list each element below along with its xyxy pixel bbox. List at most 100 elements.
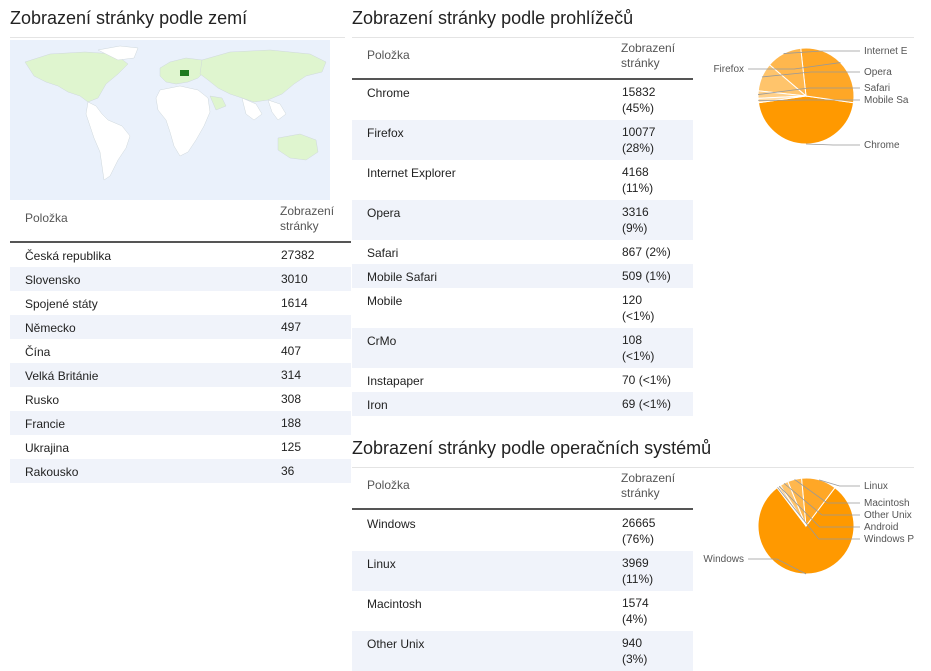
countries-header-line (10, 241, 351, 243)
browsers-table-row[interactable]: CrMo 108 (<1%) (352, 328, 693, 368)
os-pie-leader-line (819, 479, 860, 487)
browsers-row-name: Chrome (367, 86, 410, 100)
browsers-table-row[interactable]: Opera 3316 (9%) (352, 200, 693, 240)
os-pie-leader-line (783, 483, 860, 516)
browsers-table-row[interactable]: Instapaper 70 (<1%) (352, 368, 693, 392)
browsers-col-item[interactable]: Položka (367, 48, 410, 62)
browsers-row-views: 10077 (28%) (622, 124, 655, 156)
browsers-row-name: Iron (367, 398, 388, 412)
countries-table-row[interactable]: Francie 188 (10, 411, 351, 435)
countries-row-views: 27382 (281, 247, 314, 263)
countries-row-name: Francie (25, 417, 66, 431)
browsers-row-name: Firefox (367, 126, 404, 140)
os-table-row[interactable]: Windows 26665 (76%) (352, 511, 693, 551)
os-col-item[interactable]: Položka (367, 478, 410, 492)
browsers-row-views-pct: (<1%) (622, 349, 655, 363)
browsers-pie-label: Internet E (864, 46, 908, 57)
browsers-pie-leader-line (748, 62, 841, 70)
africa-shape (155, 85, 211, 157)
browsers-row-name: Opera (367, 206, 401, 220)
os-row-views-pct: (76%) (622, 532, 655, 546)
browsers-row-views-pct: (9%) (622, 221, 648, 235)
countries-table-row[interactable]: Spojené státy 1614 (10, 291, 351, 315)
browsers-pie-leader-line (805, 143, 860, 146)
browsers-row-views-value: 69 (622, 397, 636, 411)
countries-row-views: 3010 (281, 271, 308, 287)
browsers-table-row[interactable]: Internet Explorer 4168 (11%) (352, 160, 693, 200)
browsers-row-views: 3316 (9%) (622, 204, 649, 236)
browsers-col-views[interactable]: Zobrazení stránky (621, 41, 676, 70)
browsers-pie-chart[interactable]: Chrome Firefox Internet E Opera SafariMobile… (700, 40, 920, 160)
browsers-header-line (352, 78, 693, 80)
countries-table-row[interactable]: Rusko 308 (10, 387, 351, 411)
os-row-name: Linux (367, 557, 396, 571)
browsers-table-row[interactable]: Mobile 120 (<1%) (352, 288, 693, 328)
browsers-row-views: 867 (2%) (622, 244, 671, 260)
browsers-row-views-pct: (28%) (622, 141, 655, 155)
browsers-pie-label: Chrome (864, 140, 900, 151)
countries-table-row[interactable]: Slovensko 3010 (10, 267, 351, 291)
os-table-row[interactable]: Macintosh 1574 (4%) (352, 591, 693, 631)
browsers-row-views-pct: (1%) (645, 269, 671, 283)
countries-table-row[interactable]: Česká republika 27382 (10, 243, 351, 267)
browsers-pie-leader-line (757, 87, 860, 95)
os-row-views-pct: (11%) (622, 572, 654, 586)
browsers-row-views: 509 (1%) (622, 268, 671, 284)
se-asia-shape (267, 99, 287, 121)
browsers-table-row[interactable]: Iron 69 (<1%) (352, 392, 693, 416)
countries-row-views-value: 36 (281, 464, 295, 478)
browsers-title-rule (352, 37, 914, 38)
os-table-row[interactable]: Other Unix 940 (3%) (352, 631, 693, 671)
asia-shape (199, 49, 327, 103)
browsers-row-views-value: 120 (622, 293, 643, 307)
countries-table-row[interactable]: Rakousko 36 (10, 459, 351, 483)
browsers-row-name: CrMo (367, 334, 397, 348)
os-row-views-value: 940 (622, 636, 643, 650)
browsers-row-views-value: 4168 (622, 165, 649, 179)
countries-table-row[interactable]: Velká Británie 314 (10, 363, 351, 387)
browsers-table-row[interactable]: Mobile Safari 509 (1%) (352, 264, 693, 288)
browsers-pie-label: Firefox (713, 64, 744, 75)
countries-table-row[interactable]: Německo 497 (10, 315, 351, 339)
os-col-views[interactable]: Zobrazení stránky (621, 471, 676, 500)
browsers-row-views-pct: (<1%) (638, 373, 672, 387)
browsers-pie-slice[interactable] (757, 95, 807, 104)
world-map[interactable] (10, 40, 330, 200)
os-title-rule (352, 467, 914, 468)
countries-row-name: Rusko (25, 393, 60, 407)
middle-east-shape (209, 95, 227, 111)
countries-col-item[interactable]: Položka (25, 211, 68, 225)
countries-title: Zobrazení stránky podle zemí (10, 8, 248, 28)
countries-row-name: Čína (25, 345, 51, 359)
browsers-row-name: Mobile (367, 294, 403, 308)
browsers-table-row[interactable]: Safari 867 (2%) (352, 240, 693, 264)
os-pie-leader-line (777, 487, 860, 540)
os-row-views: 3969 (11%) (622, 555, 653, 587)
browsers-row-views: 108 (<1%) (622, 332, 654, 364)
browsers-table-row[interactable]: Chrome 15832 (45%) (352, 80, 693, 120)
os-pie-slice[interactable] (757, 487, 855, 575)
os-row-views: 26665 (76%) (622, 515, 655, 547)
browsers-pie-slice[interactable] (800, 47, 855, 104)
browsers-row-views-pct: (11%) (622, 181, 654, 195)
os-pie-label: Android (864, 522, 898, 533)
browsers-pie-slice[interactable] (757, 95, 855, 145)
browsers-row-views-value: 15832 (622, 85, 656, 99)
countries-row-views-value: 308 (281, 392, 302, 406)
os-row-views-pct: (4%) (622, 612, 648, 626)
os-row-views-value: 3969 (622, 556, 649, 570)
browsers-table-row[interactable]: Firefox 10077 (28%) (352, 120, 693, 160)
countries-table-row[interactable]: Čína 407 (10, 339, 351, 363)
countries-table-row[interactable]: Ukrajina 125 (10, 435, 351, 459)
countries-table-header: Položka Zobrazení stránky (10, 200, 351, 242)
countries-row-views-value: 188 (281, 416, 302, 430)
os-row-views: 1574 (4%) (622, 595, 649, 627)
countries-row-views-value: 407 (281, 344, 302, 358)
countries-row-views: 36 (281, 463, 294, 479)
os-pie-label: Linux (864, 481, 888, 492)
countries-col-views[interactable]: Zobrazení stránky (280, 204, 335, 233)
browsers-row-views-pct: (<1%) (622, 309, 655, 323)
countries-row-views-value: 27382 (281, 248, 315, 262)
os-table-row[interactable]: Linux 3969 (11%) (352, 551, 693, 591)
